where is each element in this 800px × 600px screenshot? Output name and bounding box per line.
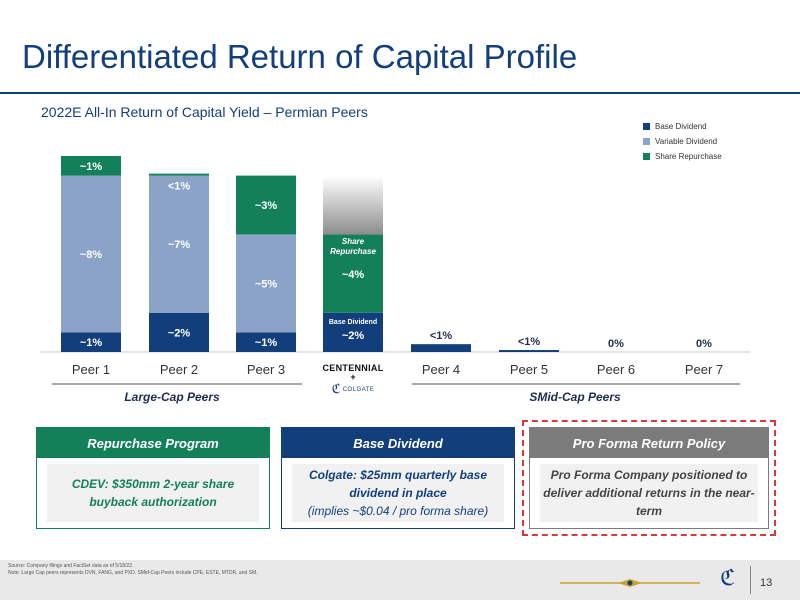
footnote-note: Note: Large Cap peers represents DVN, FA… (8, 570, 258, 576)
x-tick-label: Peer 2 (160, 362, 198, 377)
page-number: 13 (760, 577, 773, 589)
x-tick-label: Peer 3 (247, 362, 285, 377)
base-dividend-box: Base Dividend Colgate: $25mm quarterly b… (281, 427, 515, 529)
title-divider (0, 92, 800, 94)
data-label-variable: ~8% (80, 249, 103, 261)
data-label-variable: ~5% (255, 278, 278, 290)
legend-swatch-variable (643, 137, 650, 145)
data-label-repurchase: ~3% (255, 200, 278, 212)
data-label-base: ~1% (80, 337, 103, 349)
pro-forma-upside-fade (323, 176, 383, 235)
data-label-base: <1% (518, 336, 541, 348)
pro-forma-policy-box: Pro Forma Return Policy Pro Forma Compan… (529, 427, 769, 529)
repurchase-program-body: CDEV: $350mm 2-year share buyback author… (47, 464, 259, 522)
data-label-base: ~1% (255, 337, 278, 349)
pro-forma-policy-body: Pro Forma Company positioned to deliver … (540, 464, 758, 522)
bar-segment-variable-dividend (61, 175, 121, 333)
slide-title: Differentiated Return of Capital Profile (22, 38, 578, 75)
x-tick-label: Peer 1 (72, 362, 110, 377)
base-dividend-body: Colgate: $25mm quarterly base dividend i… (292, 464, 504, 522)
pro-forma-logo: CENTENNIAL + ℭ COLGATE (320, 363, 386, 397)
data-label-repurchase: ~1% (80, 161, 103, 173)
repurchase-program-header: Repurchase Program (37, 428, 269, 458)
data-label-repurchase: ~4% (342, 269, 365, 281)
compass-line-decoration (560, 579, 700, 587)
pro-forma-policy-text: Pro Forma Company positioned to deliver … (543, 468, 755, 518)
base-dividend-text: Colgate: $25mm quarterly base dividend i… (308, 468, 488, 500)
x-tick-label: Peer 5 (510, 362, 548, 377)
repurchase-program-text: CDEV: $350mm 2-year share buyback author… (71, 477, 235, 509)
bar-segment-base-dividend (149, 312, 209, 352)
bar-segment-share-repurchase (61, 156, 121, 176)
colgate-logo: ℭ COLGATE (320, 382, 386, 397)
footer-bar (0, 560, 800, 600)
footer-divider (750, 566, 751, 594)
bar-segment-base-dividend (411, 344, 471, 352)
base-dividend-header: Base Dividend (282, 428, 514, 458)
chart-legend: Base Dividend Variable Dividend Share Re… (643, 121, 722, 166)
stacked-bar-chart: ~1% ~8% ~1% Peer 1 ~2% ~7% <1% Peer 2 ~1% ~5% ~3% P… (40, 156, 750, 385)
data-label-base: ~2% (342, 330, 365, 342)
pro-forma-policy-header: Pro Forma Return Policy (530, 428, 768, 458)
legend-item-base: Base Dividend (643, 121, 722, 131)
footnote-source: Source: Company filings and FactSet data… (8, 563, 134, 569)
bar-segment-share-repurchase (149, 173, 209, 176)
centennial-logo-text: CENTENNIAL (322, 363, 384, 373)
logo-plus: + (350, 372, 356, 382)
legend-item-repurchase: Share Repurchase (643, 151, 722, 161)
data-label-variable: ~7% (168, 239, 191, 251)
x-tick-label: Peer 7 (685, 362, 723, 377)
legend-label-base: Base Dividend (655, 121, 707, 131)
data-label-base: ~2% (168, 327, 191, 339)
data-label-base: 0% (608, 338, 624, 350)
data-label-base: <1% (430, 330, 453, 342)
legend-item-variable: Variable Dividend (643, 136, 722, 146)
bar-segment-share-repurchase (236, 175, 296, 235)
legend-swatch-base (643, 122, 650, 130)
group-label-smid-cap: SMid-Cap Peers (529, 390, 621, 404)
data-label-repurchase: <1% (168, 181, 191, 193)
x-tick-label: Peer 4 (422, 362, 460, 377)
segment-note-base: Base Dividend (329, 319, 377, 326)
chart-title: 2022E All-In Return of Capital Yield – P… (41, 104, 368, 120)
pro-forma-highlight-border (522, 420, 776, 536)
group-label-large-cap: Large-Cap Peers (124, 390, 220, 404)
colgate-mark-icon: ℭ (331, 382, 341, 397)
company-logo-icon: ℭ (720, 566, 736, 591)
segment-note-repurchase-line1: Share (342, 237, 365, 246)
bar-segment-share-repurchase (323, 234, 383, 313)
segment-note-repurchase-line2: Repurchase (330, 247, 376, 256)
bar-segment-base-dividend (499, 350, 559, 352)
colgate-logo-text: COLGATE (342, 386, 375, 393)
legend-swatch-repurchase (643, 152, 650, 160)
legend-label-repurchase: Share Repurchase (655, 151, 722, 161)
bar-segment-base-dividend (61, 332, 121, 352)
bar-segment-variable-dividend (236, 234, 296, 333)
x-tick-label: Peer 6 (597, 362, 635, 377)
bar-segment-variable-dividend (149, 175, 209, 313)
bar-segment-base-dividend (236, 332, 296, 352)
data-label-base: 0% (696, 338, 712, 350)
repurchase-program-box: Repurchase Program CDEV: $350mm 2-year s… (36, 427, 270, 529)
bar-segment-base-dividend (323, 312, 383, 352)
base-dividend-subtext: (implies ~$0.04 / pro forma share) (307, 504, 489, 518)
legend-label-variable: Variable Dividend (655, 136, 718, 146)
